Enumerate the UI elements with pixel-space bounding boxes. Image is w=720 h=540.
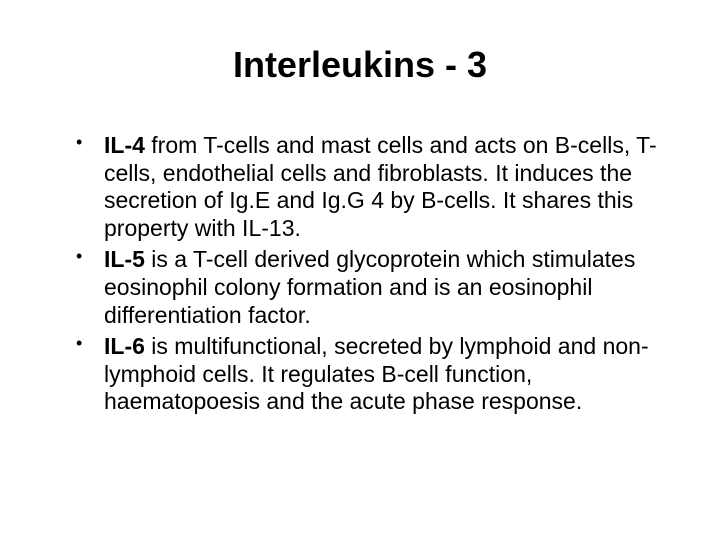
bullet-text: is a T-cell derived glycoprotein which s…: [104, 246, 635, 327]
list-item: IL-4 from T-cells and mast cells and act…: [90, 132, 660, 242]
bullet-list: IL-4 from T-cells and mast cells and act…: [60, 132, 660, 416]
slide-title: Interleukins - 3: [60, 44, 660, 86]
bullet-bold: IL-4: [104, 132, 151, 158]
bullet-text: is multifunctional, secreted by lymphoid…: [104, 333, 649, 414]
list-item: IL-6 is multifunctional, secreted by lym…: [90, 333, 660, 416]
list-item: IL-5 is a T-cell derived glycoprotein wh…: [90, 246, 660, 329]
slide: Interleukins - 3 IL-4 from T-cells and m…: [0, 0, 720, 540]
bullet-bold: IL-6: [104, 333, 151, 359]
bullet-bold: IL-5: [104, 246, 151, 272]
bullet-text: from T-cells and mast cells and acts on …: [104, 132, 657, 241]
